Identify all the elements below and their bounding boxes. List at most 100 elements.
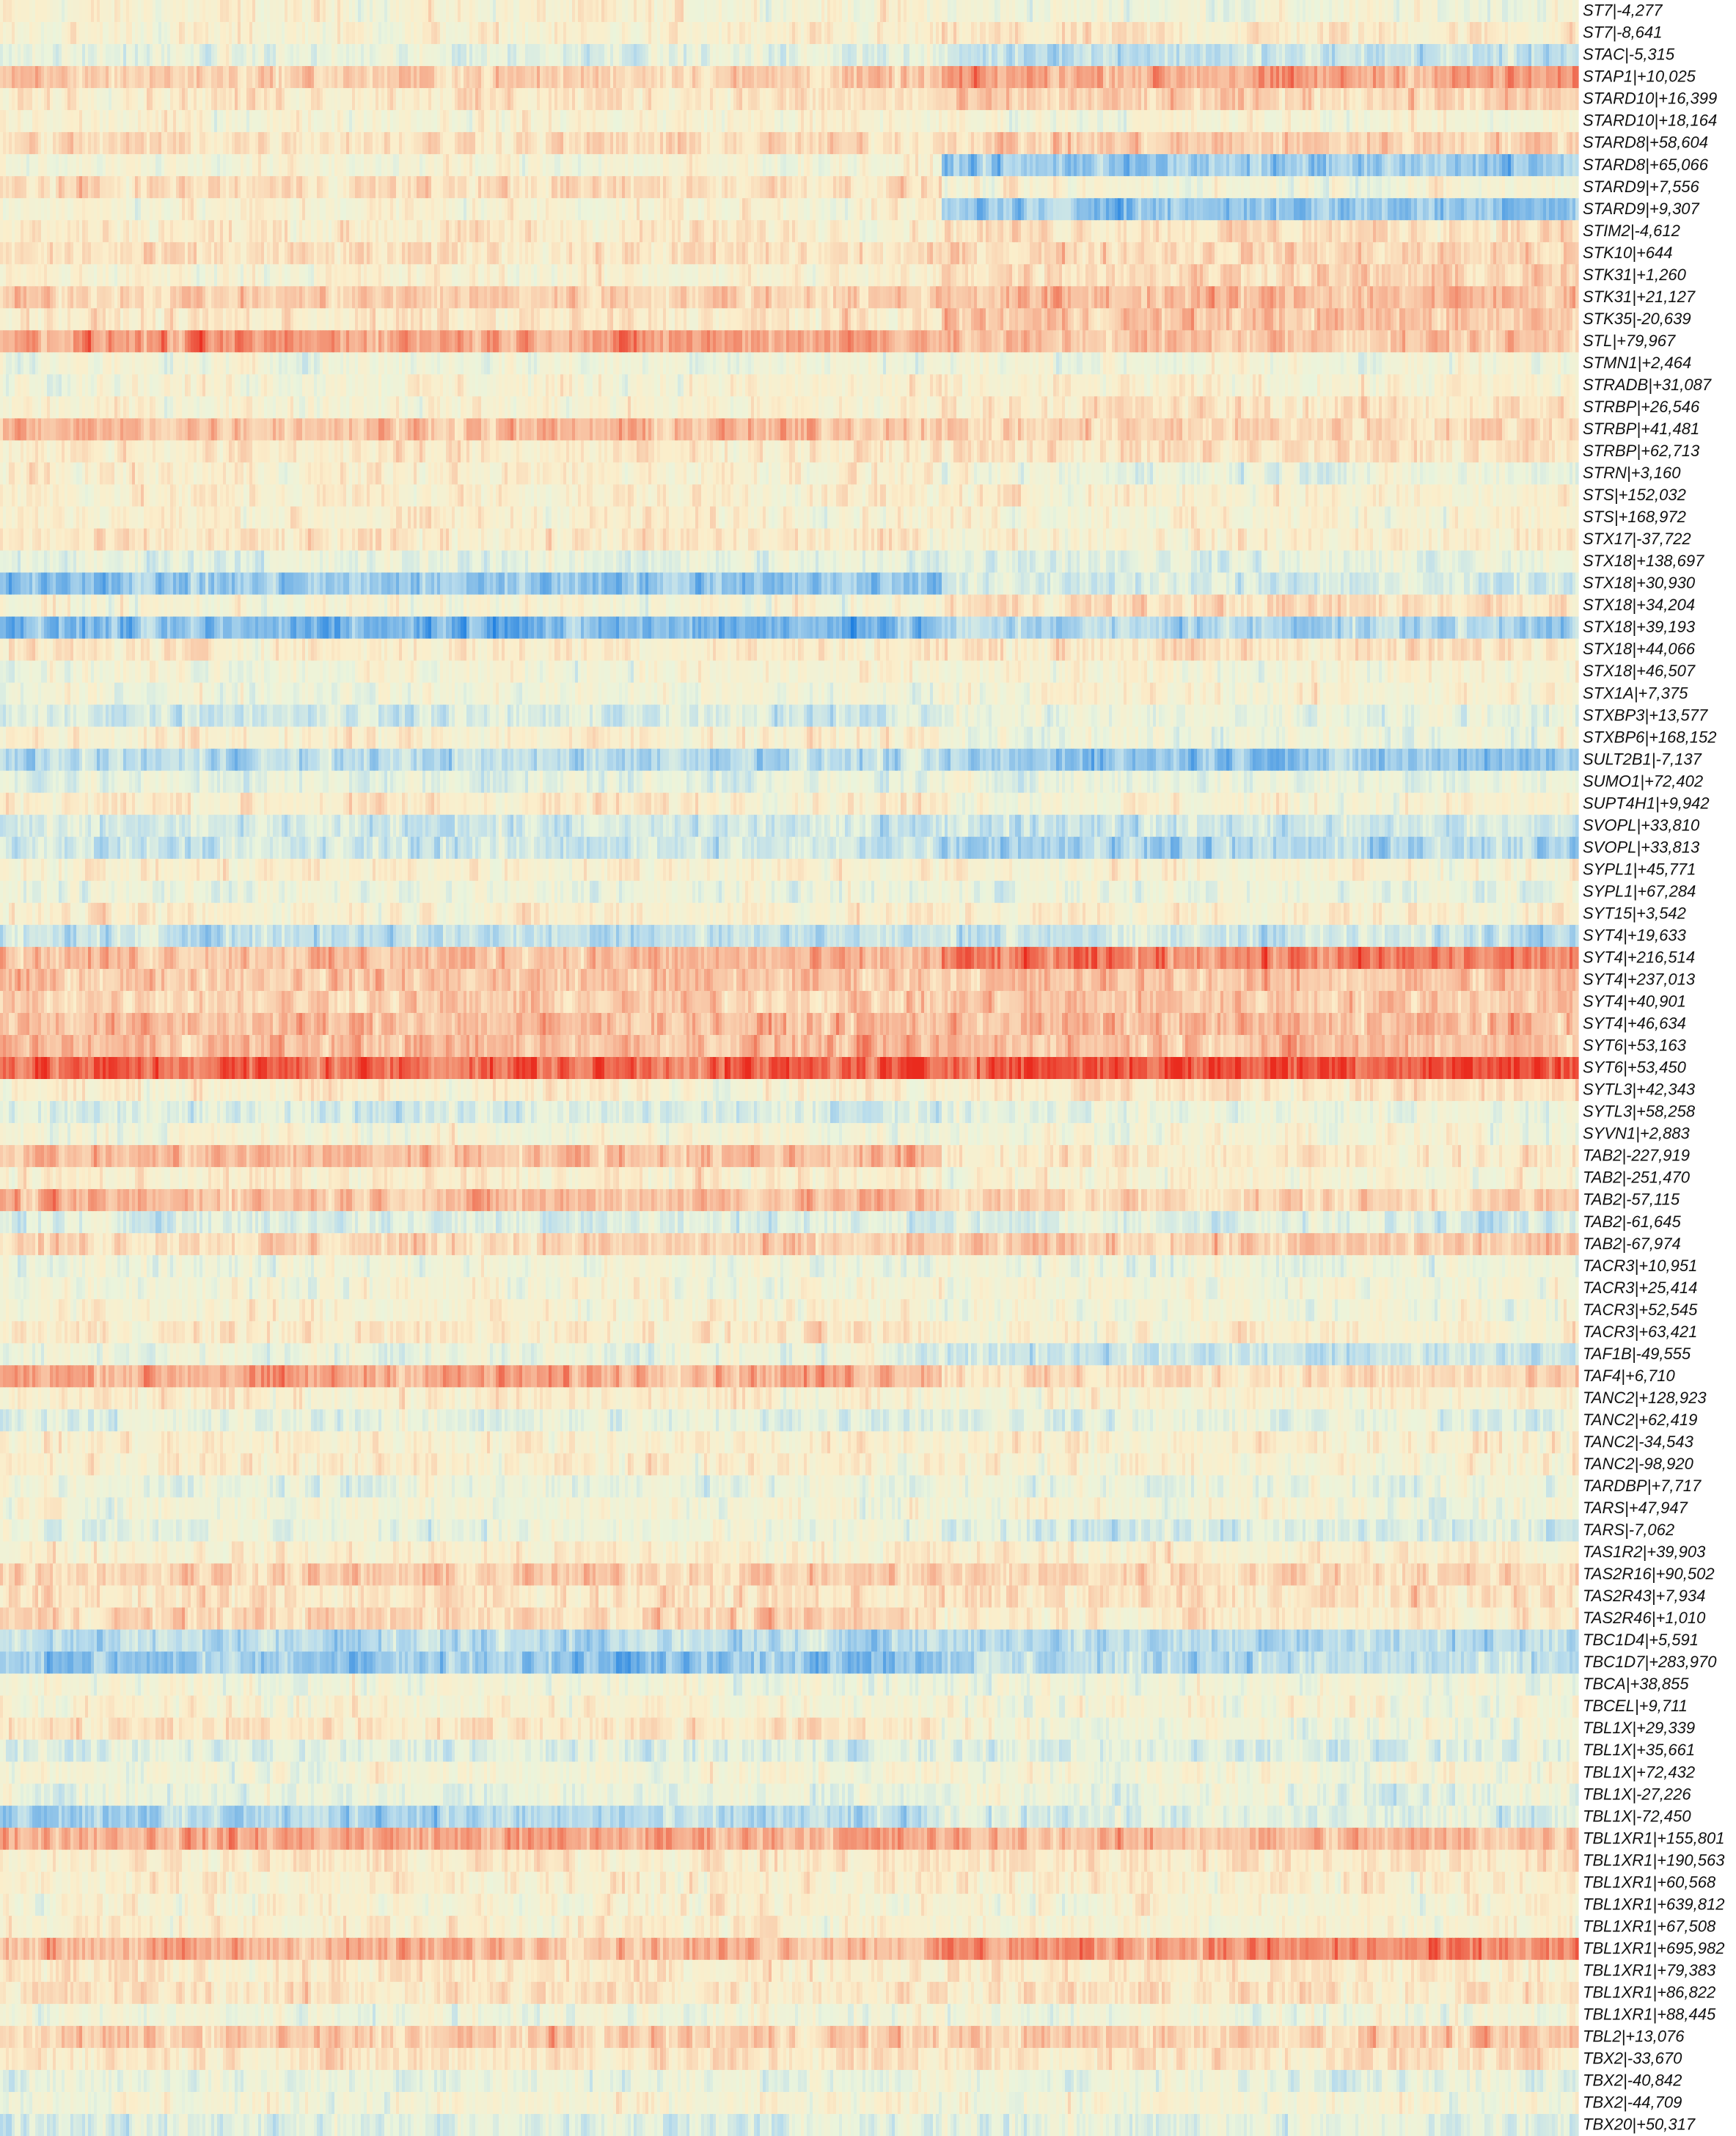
heatmap-cell: [1220, 0, 1224, 23]
heatmap-cell: [21, 22, 24, 45]
heatmap-cell: [411, 44, 414, 67]
heatmap-cell: [472, 176, 476, 199]
heatmap-cell: [698, 66, 702, 89]
heatmap-cell: [44, 132, 48, 155]
heatmap-cell: [235, 88, 238, 111]
heatmap-cell: [692, 132, 696, 155]
heatmap-cell: [772, 154, 775, 177]
heatmap-cell: [824, 176, 828, 199]
heatmap-cell: [1567, 22, 1570, 45]
heatmap-cell: [182, 44, 186, 67]
heatmap-cell: [933, 0, 937, 23]
heatmap-cell: [1291, 176, 1294, 199]
heatmap-cell: [1505, 88, 1509, 111]
heatmap-cell: [1062, 132, 1066, 155]
heatmap-cell: [367, 66, 370, 89]
heatmap-cell: [868, 0, 872, 23]
heatmap-cell: [1124, 22, 1127, 45]
heatmap-cell: [1270, 176, 1274, 199]
heatmap-cell: [1056, 66, 1060, 89]
heatmap-cell: [111, 176, 115, 199]
heatmap-cell: [1484, 22, 1488, 45]
heatmap-cell: [1393, 0, 1397, 23]
heatmap-cell: [399, 132, 403, 155]
heatmap-cell: [510, 132, 514, 155]
heatmap-cell: [191, 198, 194, 221]
heatmap-cell: [1311, 88, 1315, 111]
heatmap-cell: [769, 66, 772, 89]
heatmap-cell: [728, 44, 731, 67]
heatmap-cell: [1080, 154, 1083, 177]
heatmap-cell: [1279, 22, 1283, 45]
heatmap-cell: [38, 0, 42, 23]
heatmap-cell: [106, 110, 109, 133]
heatmap-cell: [584, 176, 587, 199]
heatmap-cell: [1291, 110, 1294, 133]
heatmap-cell: [1373, 44, 1377, 67]
heatmap-cell: [153, 198, 156, 221]
heatmap-cell: [1376, 132, 1380, 155]
heatmap-cell: [807, 154, 810, 177]
heatmap-cell: [945, 132, 948, 155]
heatmap-cell: [1206, 22, 1209, 45]
heatmap-cell: [1376, 44, 1380, 67]
heatmap-cell: [728, 176, 731, 199]
heatmap-cell: [1012, 110, 1016, 133]
heatmap-cell: [813, 110, 816, 133]
heatmap-cell: [777, 132, 781, 155]
heatmap-cell: [387, 198, 391, 221]
heatmap-cell: [499, 110, 502, 133]
heatmap-cell: [907, 154, 910, 177]
heatmap-cell: [138, 132, 142, 155]
heatmap-cell: [640, 176, 643, 199]
heatmap-cell: [1041, 44, 1045, 67]
heatmap-cell: [141, 132, 144, 155]
heatmap-cell: [358, 44, 362, 67]
heatmap-cell: [613, 154, 617, 177]
heatmap-cell: [1112, 110, 1116, 133]
heatmap-cell: [437, 132, 441, 155]
heatmap-cell: [1514, 154, 1517, 177]
heatmap-cell: [164, 154, 168, 177]
heatmap-cell: [1300, 176, 1303, 199]
heatmap-row: [0, 154, 1579, 177]
heatmap-cell: [343, 198, 347, 221]
heatmap-cell: [804, 88, 807, 111]
heatmap-cell: [965, 88, 969, 111]
heatmap-cell: [1232, 154, 1236, 177]
heatmap-cell: [1015, 154, 1019, 177]
heatmap-cell: [871, 132, 875, 155]
heatmap-cell: [719, 44, 722, 67]
heatmap-cell: [845, 0, 849, 23]
heatmap-cell: [79, 198, 83, 221]
heatmap-cell: [176, 0, 180, 23]
heatmap-cell: [1273, 88, 1277, 111]
heatmap-cell: [921, 110, 925, 133]
heatmap-cell: [317, 66, 321, 89]
heatmap-cell: [1261, 44, 1265, 67]
heatmap-cell: [945, 176, 948, 199]
heatmap-cell: [1264, 22, 1268, 45]
heatmap-cell: [1027, 66, 1030, 89]
heatmap-cell: [399, 154, 403, 177]
heatmap-cell: [258, 66, 262, 89]
heatmap-cell: [238, 110, 241, 133]
heatmap-cell: [199, 132, 203, 155]
heatmap-cell: [249, 154, 253, 177]
heatmap-cell: [414, 44, 417, 67]
heatmap-cell: [522, 66, 526, 89]
heatmap-cell: [141, 22, 144, 45]
heatmap-cell: [282, 132, 285, 155]
heatmap-cell: [777, 88, 781, 111]
heatmap-cell: [1212, 132, 1215, 155]
heatmap-cell: [370, 154, 373, 177]
heatmap-cell: [469, 132, 473, 155]
heatmap-cell: [91, 88, 95, 111]
heatmap-cell: [848, 22, 851, 45]
heatmap-cell: [1531, 22, 1535, 45]
heatmap-cell: [1264, 0, 1268, 23]
heatmap-cell: [1367, 132, 1371, 155]
heatmap-cell: [1414, 0, 1418, 23]
heatmap-cell: [1402, 44, 1406, 67]
heatmap-cell: [528, 176, 532, 199]
